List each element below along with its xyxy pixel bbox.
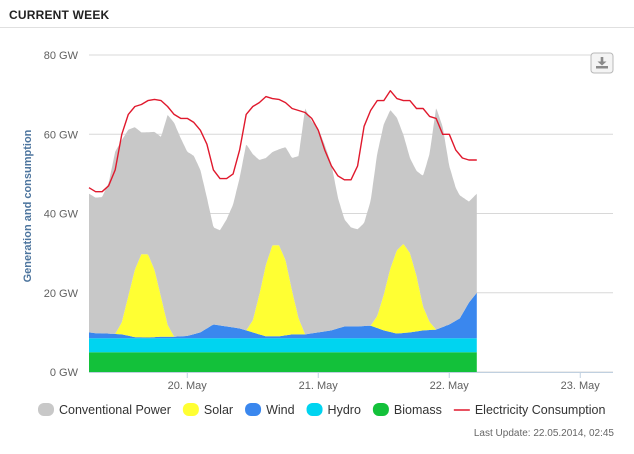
legend-label: Conventional Power xyxy=(59,403,171,417)
y-tick-label: 0 GW xyxy=(50,367,79,379)
legend-item-biomass[interactable]: Biomass xyxy=(372,403,442,417)
y-axis-title: Generation and consumption xyxy=(22,129,34,282)
legend-swatch xyxy=(38,403,54,416)
legend-item-conventional-power[interactable]: Conventional Power xyxy=(38,403,171,417)
legend-swatch xyxy=(182,403,199,416)
x-tick-label: 20. May xyxy=(168,380,208,392)
area-wind xyxy=(89,292,477,339)
area-conventional-power xyxy=(89,108,477,337)
line-series xyxy=(88,90,477,193)
generation-consumption-chart: 0 GW 20 GW 40 GW 60 GW 80 GW 20. May 21. May 22… xyxy=(22,50,614,417)
export-button[interactable] xyxy=(590,52,614,74)
x-tick-label: 21. May xyxy=(299,380,339,392)
legend-label: Biomass xyxy=(394,403,442,417)
last-update: Last Update: 22.05.2014, 02:45 xyxy=(474,428,614,439)
area-hydro xyxy=(89,338,477,353)
download-icon xyxy=(596,57,608,69)
legend-item-electricity-consumption[interactable]: Electricity Consumption xyxy=(453,403,606,417)
legend-swatch xyxy=(245,403,262,416)
legend-item-wind[interactable]: Wind xyxy=(245,403,295,417)
legend-label: Hydro xyxy=(328,403,361,417)
y-tick-label: 40 GW xyxy=(44,209,79,221)
area-solar xyxy=(89,244,477,338)
axes: 0 GW 20 GW 40 GW 60 GW 80 GW 20. May 21. May 22… xyxy=(44,50,613,392)
download-icon-tray xyxy=(596,66,608,69)
header: CURRENT WEEK xyxy=(0,0,634,34)
download-icon-arrow xyxy=(597,61,607,66)
legend: Conventional Power Solar Wind Hydro Biomass E… xyxy=(38,403,605,417)
x-tick-label: 22. May xyxy=(430,380,470,392)
legend-item-solar[interactable]: Solar xyxy=(182,403,233,417)
legend-item-hydro[interactable]: Hydro xyxy=(306,403,361,417)
line-electricity-consumption xyxy=(88,90,477,193)
area-biomass xyxy=(89,352,477,372)
header-divider xyxy=(0,27,634,28)
download-icon-stem xyxy=(600,57,604,62)
legend-swatch xyxy=(372,403,389,416)
legend-label: Solar xyxy=(204,403,233,417)
x-tick-label: 23. May xyxy=(561,380,601,392)
y-tick-label: 80 GW xyxy=(44,50,79,62)
legend-label: Wind xyxy=(266,403,295,417)
legend-swatch xyxy=(306,403,323,416)
legend-label: Electricity Consumption xyxy=(475,403,606,417)
page-title: CURRENT WEEK xyxy=(9,8,110,22)
area-series xyxy=(89,108,477,372)
last-update-value: 22.05.2014, 02:45 xyxy=(533,428,614,439)
y-tick-label: 20 GW xyxy=(44,288,79,300)
y-tick-label: 60 GW xyxy=(44,129,79,141)
last-update-label: Last Update: xyxy=(473,428,531,439)
